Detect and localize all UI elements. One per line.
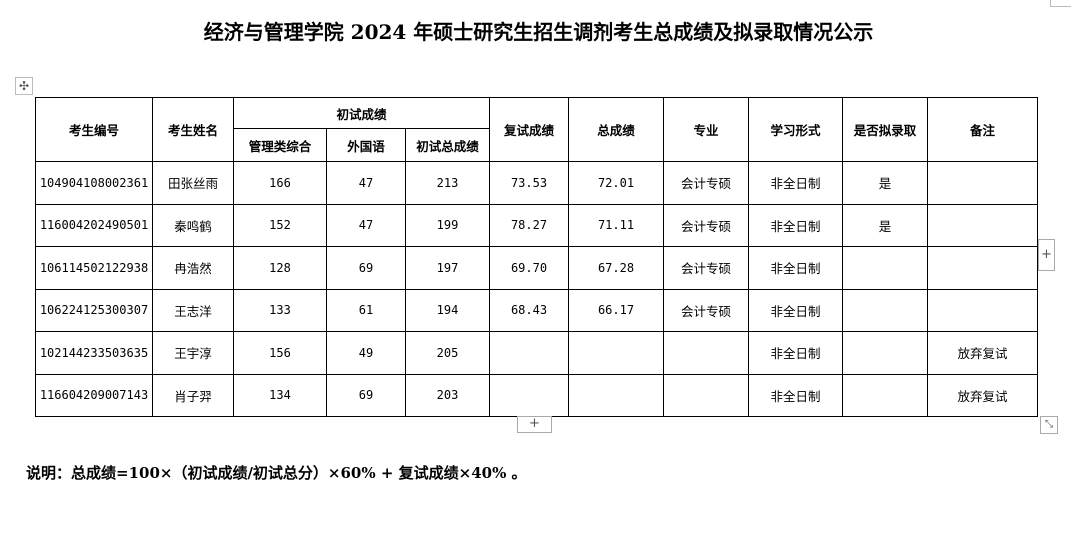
cell-mgmt[interactable]: 134: [233, 373, 327, 417]
cell-id[interactable]: 116004202490501: [35, 203, 153, 247]
cell-admit[interactable]: 是: [842, 203, 928, 247]
page-title: 经济与管理学院 2024 年硕士研究生招生调剂考生总成绩及拟录取情况公示: [203, 20, 874, 44]
add-column-button[interactable]: +: [1038, 239, 1055, 271]
cell-major[interactable]: [663, 373, 749, 417]
cell-admit[interactable]: [842, 246, 928, 290]
cell-major[interactable]: 会计专硕: [663, 288, 749, 332]
table-row: 106114502122938 冉浩然 128 69 197 69.70 67.28 会计专硕…: [35, 246, 1038, 290]
cell-total[interactable]: 72.01: [568, 161, 664, 205]
cell-id[interactable]: 102144233503635: [35, 331, 153, 375]
header-retest: 复试成绩: [489, 97, 569, 162]
cell-name[interactable]: 王志洋: [152, 288, 234, 332]
cell-id[interactable]: 116604209007143: [35, 373, 153, 417]
cell-retest[interactable]: [489, 331, 569, 375]
header-total: 总成绩: [568, 97, 664, 162]
cell-mode[interactable]: 非全日制: [748, 373, 843, 417]
score-table: 考生编号 考生姓名 初试成绩 复试成绩 总成绩 专业 学习形式 是否拟录取 备注…: [35, 97, 1038, 417]
cell-retest[interactable]: 78.27: [489, 203, 569, 247]
cell-lang[interactable]: 69: [326, 246, 406, 290]
cell-name[interactable]: 冉浩然: [152, 246, 234, 290]
header-prelim: 初试成绩: [233, 97, 490, 129]
cell-major[interactable]: 会计专硕: [663, 203, 749, 247]
header-lang: 外国语: [326, 128, 406, 162]
cell-prelim-total[interactable]: 213: [405, 161, 490, 205]
cell-name[interactable]: 王宇淳: [152, 331, 234, 375]
cell-lang[interactable]: 49: [326, 331, 406, 375]
cell-mgmt[interactable]: 152: [233, 203, 327, 247]
cell-remark[interactable]: 放弃复试: [927, 373, 1038, 417]
header-mode: 学习形式: [748, 97, 843, 162]
cell-prelim-total[interactable]: 205: [405, 331, 490, 375]
page-corner-mark: [1050, 0, 1071, 7]
formula-note: 说明：总成绩=100×（初试成绩/初试总分）×60% + 复试成绩×40% 。: [26, 464, 527, 482]
cell-id[interactable]: 106114502122938: [35, 246, 153, 290]
cell-mode[interactable]: 非全日制: [748, 161, 843, 205]
cell-lang[interactable]: 61: [326, 288, 406, 332]
cell-remark[interactable]: [927, 288, 1038, 332]
cell-major[interactable]: 会计专硕: [663, 161, 749, 205]
cell-name[interactable]: 秦鸣鹤: [152, 203, 234, 247]
cell-mode[interactable]: 非全日制: [748, 203, 843, 247]
cell-lang[interactable]: 47: [326, 203, 406, 247]
cell-prelim-total[interactable]: 199: [405, 203, 490, 247]
header-major: 专业: [663, 97, 749, 162]
header-prelim-total: 初试总成绩: [405, 128, 490, 162]
header-id: 考生编号: [35, 97, 153, 162]
cell-mode[interactable]: 非全日制: [748, 331, 843, 375]
cell-lang[interactable]: 47: [326, 161, 406, 205]
cell-prelim-total[interactable]: 194: [405, 288, 490, 332]
header-mgmt: 管理类综合: [233, 128, 327, 162]
cell-remark[interactable]: 放弃复试: [927, 331, 1038, 375]
cell-admit[interactable]: [842, 373, 928, 417]
table-row: 102144233503635 王宇淳 156 49 205 非全日制 放弃复试: [35, 331, 1038, 375]
cell-mgmt[interactable]: 156: [233, 331, 327, 375]
cell-total[interactable]: 66.17: [568, 288, 664, 332]
cell-mgmt[interactable]: 166: [233, 161, 327, 205]
cell-remark[interactable]: [927, 161, 1038, 205]
table-row: 104904108002361 田张丝雨 166 47 213 73.53 72.01 会计专…: [35, 161, 1038, 205]
cell-retest[interactable]: 68.43: [489, 288, 569, 332]
add-row-button[interactable]: +: [517, 416, 552, 433]
cell-remark[interactable]: [927, 203, 1038, 247]
cell-major[interactable]: 会计专硕: [663, 246, 749, 290]
table-row: 116004202490501 秦鸣鹤 152 47 199 78.27 71.11 会计专硕…: [35, 203, 1038, 247]
cell-name[interactable]: 肖子羿: [152, 373, 234, 417]
cell-name[interactable]: 田张丝雨: [152, 161, 234, 205]
header-admit: 是否拟录取: [842, 97, 928, 162]
cell-total[interactable]: [568, 373, 664, 417]
cell-id[interactable]: 104904108002361: [35, 161, 153, 205]
cell-prelim-total[interactable]: 197: [405, 246, 490, 290]
cell-mgmt[interactable]: 133: [233, 288, 327, 332]
table-resize-icon[interactable]: ⤡: [1040, 416, 1058, 434]
header-name: 考生姓名: [152, 97, 234, 162]
cell-mode[interactable]: 非全日制: [748, 246, 843, 290]
cell-retest[interactable]: 73.53: [489, 161, 569, 205]
cell-admit[interactable]: 是: [842, 161, 928, 205]
cell-lang[interactable]: 69: [326, 373, 406, 417]
cell-mgmt[interactable]: 128: [233, 246, 327, 290]
cell-prelim-total[interactable]: 203: [405, 373, 490, 417]
cell-total[interactable]: [568, 331, 664, 375]
cell-admit[interactable]: [842, 331, 928, 375]
header-remark: 备注: [927, 97, 1038, 162]
cell-retest[interactable]: [489, 373, 569, 417]
cell-remark[interactable]: [927, 246, 1038, 290]
table-row: 106224125300307 王志洋 133 61 194 68.43 66.17 会计专硕…: [35, 288, 1038, 332]
cell-mode[interactable]: 非全日制: [748, 288, 843, 332]
cell-retest[interactable]: 69.70: [489, 246, 569, 290]
cell-id[interactable]: 106224125300307: [35, 288, 153, 332]
cell-total[interactable]: 71.11: [568, 203, 664, 247]
cell-major[interactable]: [663, 331, 749, 375]
cell-admit[interactable]: [842, 288, 928, 332]
table-row: 116604209007143 肖子羿 134 69 203 非全日制 放弃复试: [35, 373, 1038, 417]
cell-total[interactable]: 67.28: [568, 246, 664, 290]
table-move-handle-icon[interactable]: ✣: [15, 77, 33, 95]
